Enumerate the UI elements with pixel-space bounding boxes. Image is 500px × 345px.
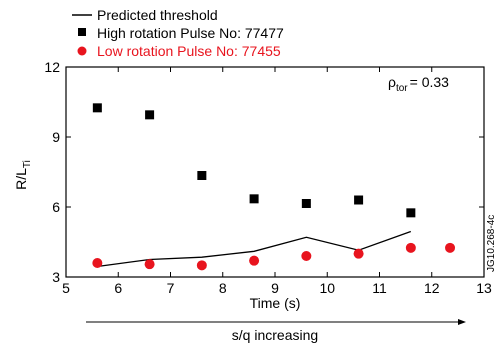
x-axis-title: Time (s) <box>250 295 301 311</box>
legend-square-marker <box>78 28 86 36</box>
x-tick-label: 8 <box>219 280 227 296</box>
y-tick-label: 12 <box>44 59 60 75</box>
y-axis-title-sub: Ti <box>22 160 33 168</box>
x-axis: 5 6 7 8 9 10 11 12 13 <box>62 67 492 296</box>
x-tick-label: 7 <box>167 280 175 296</box>
legend-circle-marker <box>77 46 87 56</box>
legend-label-high: High rotation Pulse No: 77477 <box>97 25 284 41</box>
series-low-rotation <box>92 242 456 271</box>
high-rotation-point <box>197 171 207 180</box>
x-tick-label: 13 <box>476 280 492 296</box>
legend-label-predicted: Predicted threshold <box>97 7 218 23</box>
y-axis-title: R/LTi <box>13 160 33 190</box>
low-rotation-point <box>249 255 260 266</box>
legend: Predicted threshold High rotation Pulse … <box>72 7 284 59</box>
high-rotation-point <box>249 194 259 204</box>
y-tick-label: 6 <box>52 199 60 215</box>
y-axis: 3 6 9 12 <box>44 59 484 285</box>
low-rotation-point <box>301 251 312 261</box>
figure-id-label: JG10.268-4c <box>486 215 497 272</box>
low-rotation-point <box>405 242 416 253</box>
arrow-label: s/q increasing <box>232 327 318 343</box>
rho-annotation: ρtor = 0.33 <box>388 74 449 94</box>
low-rotation-point <box>92 258 103 268</box>
rho-value: = 0.33 <box>410 74 450 90</box>
x-tick-label: 11 <box>372 280 387 296</box>
legend-label-low: Low rotation Pulse No: 77455 <box>97 43 281 59</box>
high-rotation-point <box>301 199 311 208</box>
x-tick-label: 6 <box>114 280 122 296</box>
low-rotation-point <box>353 248 364 259</box>
x-tick-label: 10 <box>319 280 335 296</box>
high-rotation-point <box>406 208 416 218</box>
high-rotation-point <box>145 110 155 120</box>
low-rotation-point <box>196 260 207 271</box>
y-tick-label: 9 <box>52 129 60 145</box>
arrow-head <box>458 319 466 325</box>
low-rotation-point <box>445 242 456 253</box>
series-high-rotation <box>92 103 416 218</box>
x-tick-label: 12 <box>424 280 440 296</box>
x-tick-label: 5 <box>62 280 70 296</box>
low-rotation-point <box>144 259 155 270</box>
rho-subscript: tor <box>396 83 408 94</box>
high-rotation-point <box>92 103 102 113</box>
x-tick-label: 9 <box>271 280 279 296</box>
s-over-q-arrow <box>86 319 466 325</box>
high-rotation-point <box>354 195 364 205</box>
y-axis-title-main: R/L <box>13 168 29 190</box>
rho-symbol: ρ <box>388 74 396 90</box>
y-tick-label: 3 <box>52 269 60 285</box>
